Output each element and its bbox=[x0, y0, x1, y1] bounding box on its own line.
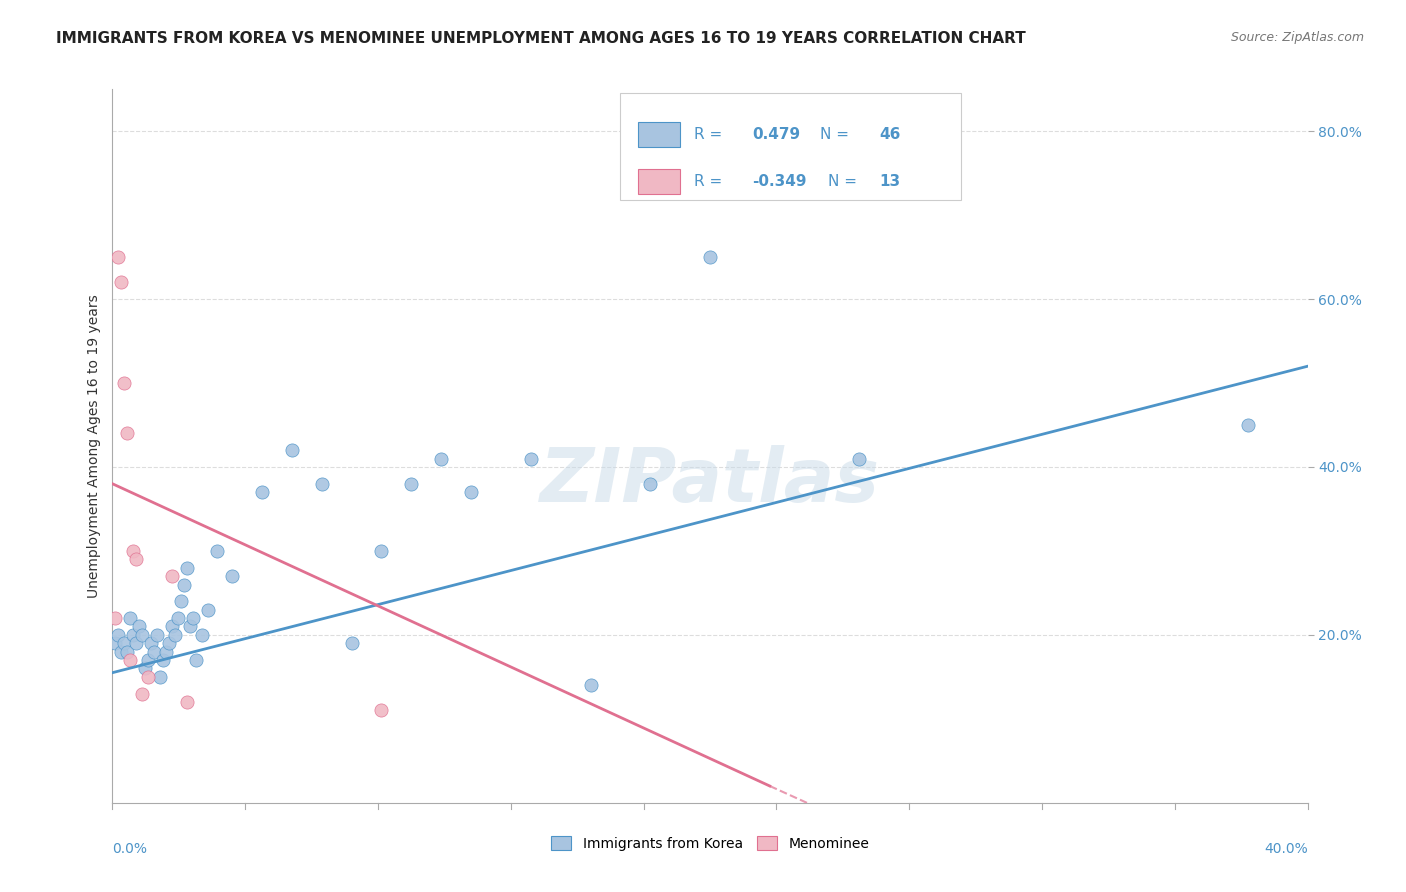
Text: ZIPatlas: ZIPatlas bbox=[540, 445, 880, 518]
Point bbox=[176, 695, 198, 709]
Point bbox=[1237, 417, 1260, 432]
Point bbox=[197, 603, 219, 617]
Point bbox=[579, 678, 602, 692]
Point bbox=[143, 645, 166, 659]
Point bbox=[138, 670, 160, 684]
Point bbox=[114, 636, 135, 650]
Point bbox=[176, 560, 198, 574]
Point bbox=[122, 628, 145, 642]
Point bbox=[167, 611, 190, 625]
Text: N =: N = bbox=[828, 174, 862, 188]
Point bbox=[170, 594, 193, 608]
Point bbox=[370, 703, 392, 717]
Point bbox=[311, 476, 333, 491]
Point bbox=[110, 645, 132, 659]
Point bbox=[104, 611, 127, 625]
Point bbox=[191, 628, 214, 642]
Point bbox=[186, 653, 208, 667]
Point bbox=[181, 611, 204, 625]
Point bbox=[149, 670, 172, 684]
FancyBboxPatch shape bbox=[620, 93, 962, 200]
FancyBboxPatch shape bbox=[638, 122, 681, 147]
FancyBboxPatch shape bbox=[638, 169, 681, 194]
Point bbox=[155, 645, 177, 659]
Y-axis label: Unemployment Among Ages 16 to 19 years: Unemployment Among Ages 16 to 19 years bbox=[87, 294, 101, 598]
Point bbox=[157, 636, 180, 650]
Text: 0.479: 0.479 bbox=[752, 128, 800, 142]
Legend: Immigrants from Korea, Menominee: Immigrants from Korea, Menominee bbox=[546, 830, 875, 856]
Text: 46: 46 bbox=[880, 128, 901, 142]
Point bbox=[173, 577, 195, 591]
Point bbox=[125, 636, 148, 650]
Text: R =: R = bbox=[695, 174, 728, 188]
Point bbox=[250, 485, 273, 500]
Point bbox=[138, 653, 160, 667]
Point bbox=[281, 443, 304, 458]
Point bbox=[162, 619, 183, 633]
Text: R =: R = bbox=[695, 128, 728, 142]
Point bbox=[152, 653, 174, 667]
Point bbox=[128, 619, 150, 633]
Point bbox=[107, 250, 129, 264]
Point bbox=[848, 451, 870, 466]
Point bbox=[107, 628, 129, 642]
Point bbox=[221, 569, 243, 583]
Text: N =: N = bbox=[820, 128, 853, 142]
Text: 13: 13 bbox=[880, 174, 901, 188]
Point bbox=[430, 451, 453, 466]
Point bbox=[117, 426, 139, 441]
Point bbox=[146, 628, 169, 642]
Point bbox=[165, 628, 187, 642]
Point bbox=[401, 476, 423, 491]
Point bbox=[104, 636, 127, 650]
Text: -0.349: -0.349 bbox=[752, 174, 807, 188]
Point bbox=[134, 661, 156, 675]
Point bbox=[131, 687, 153, 701]
Text: 0.0%: 0.0% bbox=[112, 842, 148, 856]
Text: IMMIGRANTS FROM KOREA VS MENOMINEE UNEMPLOYMENT AMONG AGES 16 TO 19 YEARS CORREL: IMMIGRANTS FROM KOREA VS MENOMINEE UNEMP… bbox=[56, 31, 1026, 46]
Text: Source: ZipAtlas.com: Source: ZipAtlas.com bbox=[1230, 31, 1364, 45]
Point bbox=[110, 275, 132, 289]
Point bbox=[460, 485, 482, 500]
Point bbox=[162, 569, 183, 583]
Point bbox=[699, 250, 721, 264]
Point bbox=[122, 544, 145, 558]
Point bbox=[117, 645, 139, 659]
Point bbox=[125, 552, 148, 566]
Point bbox=[120, 653, 142, 667]
Point bbox=[120, 611, 142, 625]
Point bbox=[340, 636, 363, 650]
Point bbox=[640, 476, 662, 491]
Point bbox=[141, 636, 163, 650]
Point bbox=[370, 544, 392, 558]
Point bbox=[131, 628, 153, 642]
Point bbox=[205, 544, 228, 558]
Point bbox=[179, 619, 201, 633]
Text: 40.0%: 40.0% bbox=[1264, 842, 1308, 856]
Point bbox=[114, 376, 135, 390]
Point bbox=[520, 451, 543, 466]
